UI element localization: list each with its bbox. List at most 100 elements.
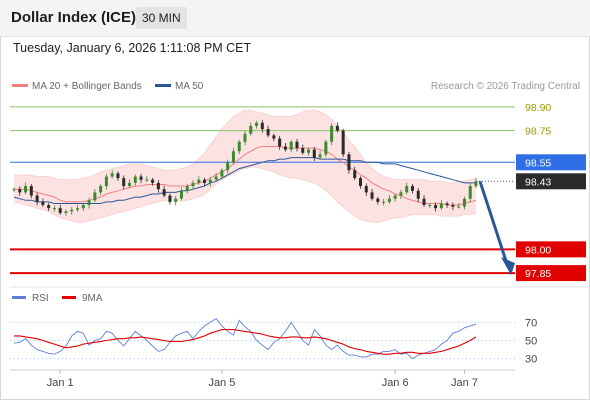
x-tick-label: Jan 6 (382, 377, 409, 389)
rsi-tick-label: 30 (525, 354, 537, 366)
candle-body (145, 179, 149, 181)
x-tick-label: Jan 7 (451, 377, 478, 389)
rsi-line (13, 318, 477, 360)
candle-body (93, 192, 97, 201)
candle-body (255, 122, 259, 126)
candle-body (179, 190, 183, 199)
candle-body (47, 205, 51, 209)
candle-body (139, 176, 143, 180)
ma50-line (13, 157, 476, 204)
candle-body (231, 151, 235, 163)
candle-body (266, 129, 270, 136)
candle-body (278, 138, 282, 147)
candle-body (399, 192, 403, 196)
candle-body (260, 122, 264, 130)
candle-body (133, 176, 137, 183)
last-price-tag-box (516, 173, 586, 190)
rsi-tick-label: 70 (525, 317, 537, 329)
candle-body (76, 208, 80, 210)
candle-body (289, 141, 293, 150)
candle-body (295, 141, 299, 149)
candle-body (370, 192, 374, 199)
candle-body (156, 182, 160, 190)
candle-body (41, 201, 45, 206)
candle-body (416, 190, 420, 199)
candle-body (330, 125, 334, 142)
candle-body (237, 141, 241, 152)
level-tag-98.75: 98.75 (525, 126, 551, 138)
candle-body (128, 182, 131, 187)
ma20-line (14, 146, 477, 206)
candle-body (474, 181, 478, 187)
candle-body (428, 205, 432, 207)
candle-body (359, 178, 362, 187)
ma9-legend-label: 9MA (82, 293, 103, 304)
candle-body (104, 176, 108, 187)
instrument-title: Dollar Index (ICE) (11, 9, 137, 26)
forecast-arrow-head (501, 257, 515, 276)
candle-body (151, 179, 155, 183)
copyright-text: Research © 2026 Trading Central (431, 81, 580, 92)
candle-body (29, 186, 33, 196)
candle-body (220, 170, 224, 177)
candle-body (335, 125, 339, 131)
candle-body (307, 149, 311, 153)
candle-body (445, 203, 449, 206)
timeframe-badge[interactable]: 30 MIN (136, 7, 187, 29)
candle-body (439, 203, 443, 209)
rsi-legend-swatch (12, 296, 26, 299)
candle-body (58, 208, 62, 213)
candle-body (422, 198, 426, 206)
candle-body (168, 195, 172, 202)
candle-body (301, 148, 305, 153)
candle-body (110, 173, 114, 177)
candle-body (341, 130, 345, 155)
level-tag-98.55: 98.55 (525, 157, 551, 169)
candle-body (116, 173, 120, 179)
forecast-arrow-shaft (478, 180, 510, 268)
bollinger-lower (13, 166, 477, 223)
candle-body (52, 208, 56, 210)
candle-body (410, 186, 414, 191)
candle-body (162, 189, 166, 196)
level-tag-box-97.85 (516, 265, 586, 282)
candle-body (353, 170, 357, 179)
candle-body (382, 201, 386, 203)
ma9-legend-swatch (62, 296, 76, 299)
ma20-legend-swatch (12, 84, 28, 87)
candle-body (462, 198, 466, 207)
candle-body (226, 162, 230, 171)
level-tag-98.00: 98.00 (525, 244, 551, 256)
candle-body (347, 154, 351, 171)
candle-body (312, 149, 316, 158)
candle-body (64, 211, 68, 213)
candle-body (203, 179, 207, 183)
last-price-tag: 98.43 (525, 176, 551, 188)
level-tag-box-98.00 (516, 241, 586, 258)
candle-body (174, 198, 178, 202)
candle-body (24, 186, 28, 193)
candle-body (185, 186, 189, 191)
candle-body (18, 189, 22, 193)
candle-body (70, 209, 74, 212)
candle-body (457, 206, 461, 208)
level-tag-97.85: 97.85 (525, 268, 551, 280)
candle-body (214, 176, 218, 180)
candle-body (81, 205, 85, 209)
candle-body (451, 205, 455, 207)
rsi-ma9-line (14, 329, 477, 355)
candle-body (35, 195, 39, 202)
bollinger-band (14, 110, 476, 223)
ma20-legend-label: MA 20 + Bollinger Bands (32, 81, 142, 92)
rsi-tick-label: 50 (525, 336, 537, 348)
candle-body (87, 200, 91, 206)
candle-body (376, 198, 380, 202)
candle-body (122, 178, 126, 187)
candle-body (99, 186, 103, 193)
candle-body (12, 189, 16, 191)
candle-body (393, 195, 397, 199)
bollinger-upper (14, 109, 477, 184)
candle-body (208, 179, 212, 183)
candle-body (434, 205, 438, 209)
